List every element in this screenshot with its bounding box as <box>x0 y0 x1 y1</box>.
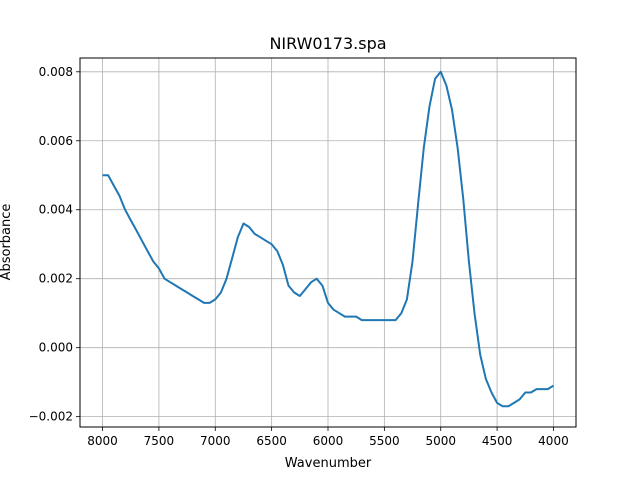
x-axis: 8000 7500 7000 6500 6000 5500 5000 4500 4000 <box>87 427 569 448</box>
x-tick-label: 5500 <box>369 434 400 448</box>
x-tick-label: 6000 <box>313 434 344 448</box>
series-layer <box>102 70 555 408</box>
y-axis-label: Absorbance <box>0 204 14 281</box>
series-line <box>102 70 555 408</box>
y-tick-label: −0.002 <box>29 410 73 424</box>
x-tick-label: 7000 <box>200 434 231 448</box>
x-tick-label: 7500 <box>144 434 175 448</box>
y-axis: −0.002 0.000 0.002 0.004 0.006 0.008 <box>29 65 80 424</box>
grid <box>80 58 576 427</box>
chart-title: NIRW0173.spa <box>269 34 386 53</box>
y-tick-label: 0.002 <box>39 272 73 286</box>
x-tick-label: 6500 <box>256 434 287 448</box>
x-tick-label: 8000 <box>87 434 118 448</box>
y-tick-label: 0.008 <box>39 65 73 79</box>
x-tick-label: 5000 <box>425 434 456 448</box>
x-tick-label: 4500 <box>482 434 513 448</box>
y-tick-label: 0.000 <box>39 341 73 355</box>
y-tick-label: 0.006 <box>39 134 73 148</box>
y-tick-label: 0.004 <box>39 203 73 217</box>
x-axis-label: Wavenumber <box>285 456 372 471</box>
x-tick-label: 4000 <box>538 434 569 448</box>
